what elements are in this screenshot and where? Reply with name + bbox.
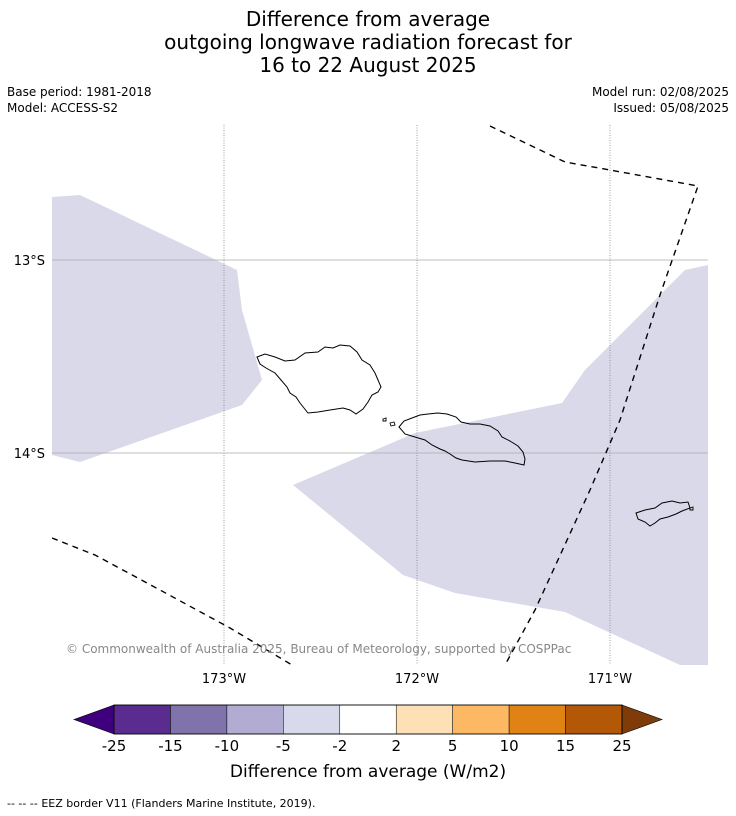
colorbar: -25 -15 -10 -5 -2 2 5 10 15 25 [73,704,663,755]
title-line-3: 16 to 22 August 2025 [259,53,477,77]
lon-label-171w: 171°W [588,672,632,687]
colorbar-outline [113,704,623,735]
copyright-text: © Commonwealth of Australia 2025, Bureau… [66,642,571,656]
colorbar-tick-label: -5 [276,737,291,755]
colorbar-segment [113,704,171,735]
colorbar-tick-label: 2 [391,737,401,755]
eez-legend-symbol: -- -- -- [7,797,38,810]
colorbar-segment [565,704,623,735]
eez-legend: -- -- -- EEZ border V11 (Flanders Marine… [7,797,315,810]
lat-label-14s: 14°S [14,447,45,462]
colorbar-tick-label: -25 [102,737,127,755]
colorbar-segment [395,704,453,735]
anomaly-region-west [52,195,262,462]
issued-text: Issued: 05/08/2025 [613,101,729,115]
colorbar-low-extend [73,704,115,735]
model-run-text: Model run: 02/08/2025 [591,85,729,99]
colorbar-tick-label: -15 [158,737,183,755]
meta-right: Model run: 02/08/2025 Issued: 05/08/2025 [592,84,729,116]
eez-border-north [489,125,699,665]
apolima-island [389,421,396,427]
colorbar-segment [339,704,397,735]
colorbar-segments [113,704,623,735]
lon-label-172w: 172°W [395,672,439,687]
colorbar-tick-label: 10 [500,737,519,755]
map-panel: © Commonwealth of Australia 2025, Bureau… [52,125,708,665]
colorbar-tick-label: 25 [612,737,631,755]
eez-border-south [52,537,293,665]
colorbar-tick-label: -10 [215,737,240,755]
lat-label-13s: 13°S [14,254,45,269]
chart-title: Difference from average outgoing longwav… [0,8,736,77]
colorbar-segment [508,704,566,735]
colorbar-segment [283,704,341,735]
colorbar-high-extend [621,704,663,735]
lon-label-173w: 173°W [202,672,246,687]
model-text: Model: ACCESS-S2 [7,101,119,115]
colorbar-segment [452,704,510,735]
colorbar-ticks: -25 -15 -10 -5 -2 2 5 10 15 25 [102,737,632,755]
eez-legend-text: EEZ border V11 (Flanders Marine Institut… [41,797,316,810]
colorbar-segment [170,704,228,735]
colorbar-segment [226,704,284,735]
upolu-island [398,412,526,466]
meta-left: Base period: 1981-2018 Model: ACCESS-S2 [7,84,152,116]
savaii-island [256,344,382,415]
base-period-text: Base period: 1981-2018 [7,85,152,99]
colorbar-tick-label: 5 [448,737,458,755]
tutuila-island [635,500,691,527]
aunuu-island [689,506,694,511]
manono-island [382,417,387,422]
title-line-1: Difference from average [245,7,491,31]
anomaly-region-east [293,265,708,665]
colorbar-tick-label: 15 [556,737,575,755]
title-line-2: outgoing longwave radiation forecast for [164,30,572,54]
colorbar-label: Difference from average (W/m2) [229,762,507,782]
colorbar-tick-label: -2 [332,737,347,755]
